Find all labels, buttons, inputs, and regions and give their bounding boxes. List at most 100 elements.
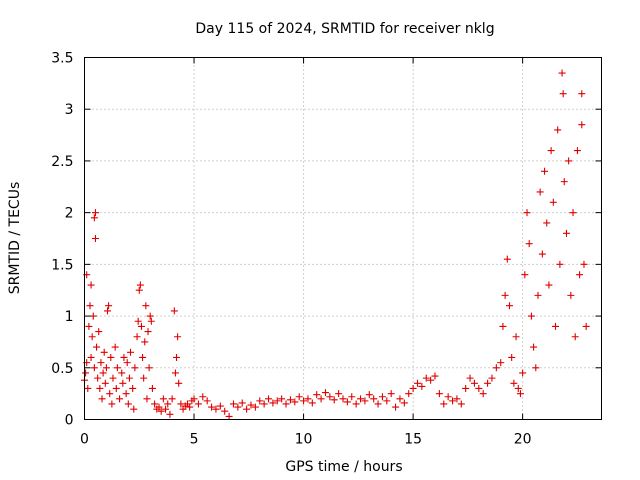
data-point	[159, 395, 167, 403]
data-point	[208, 403, 216, 411]
data-point	[194, 400, 202, 408]
data-point	[560, 178, 568, 186]
data-point	[147, 317, 155, 325]
data-point	[186, 403, 194, 411]
data-point	[567, 291, 575, 299]
data-point	[538, 250, 546, 258]
data-point	[541, 167, 549, 175]
data-point	[501, 291, 509, 299]
y-axis-label: SRMTID / TECUs	[7, 182, 23, 295]
data-point	[116, 395, 124, 403]
data-point	[104, 307, 112, 315]
data-point	[162, 405, 170, 413]
data-point	[136, 281, 144, 289]
data-point	[427, 376, 435, 384]
data-point	[91, 235, 99, 242]
data-point	[339, 395, 347, 403]
data-point	[238, 399, 246, 407]
data-point	[313, 391, 321, 399]
data-point	[139, 353, 147, 361]
data-point	[229, 400, 237, 408]
data-point	[499, 322, 507, 330]
data-point	[554, 126, 562, 134]
data-point	[435, 390, 443, 398]
data-point	[343, 398, 351, 406]
data-point	[140, 374, 148, 382]
data-point	[326, 393, 334, 401]
data-point	[151, 400, 159, 408]
y-tick-label: 1.5	[51, 257, 73, 273]
data-point	[505, 302, 513, 310]
data-point	[545, 281, 553, 289]
data-point	[361, 397, 369, 405]
data-point	[556, 260, 564, 268]
data-point	[466, 374, 474, 382]
data-point	[119, 379, 127, 387]
data-point	[335, 390, 343, 398]
x-axis-label: GPS time / hours	[285, 459, 402, 475]
data-point	[286, 396, 294, 404]
data-point	[111, 343, 119, 351]
data-point	[576, 271, 584, 279]
data-point	[558, 69, 566, 77]
data-point	[431, 372, 439, 380]
data-point	[105, 302, 113, 310]
data-point	[300, 397, 308, 405]
data-point	[102, 364, 110, 372]
data-point	[278, 395, 286, 403]
x-tick-label: 20	[514, 432, 532, 448]
data-point	[497, 359, 505, 367]
data-point	[462, 384, 470, 392]
data-point	[352, 400, 360, 408]
data-point	[422, 374, 430, 382]
data-point	[378, 393, 386, 401]
data-point	[118, 369, 126, 377]
data-point	[514, 384, 522, 392]
data-point	[130, 405, 138, 413]
data-point	[521, 271, 529, 279]
data-point	[166, 410, 174, 418]
data-point	[405, 390, 413, 398]
data-point	[177, 400, 185, 408]
data-point	[108, 400, 116, 408]
data-point	[321, 389, 329, 397]
data-points	[81, 69, 590, 420]
data-point	[357, 395, 365, 403]
data-point	[120, 353, 128, 361]
data-point	[484, 379, 492, 387]
data-point	[221, 407, 229, 415]
data-point	[578, 121, 586, 129]
data-point	[282, 400, 290, 408]
data-point	[409, 384, 417, 392]
data-point	[374, 400, 382, 408]
data-point	[86, 302, 94, 310]
data-point	[125, 374, 133, 382]
x-tick-labels: 0 5 10 15 20	[80, 432, 532, 448]
data-point	[530, 343, 538, 351]
data-point	[519, 369, 527, 377]
data-point	[273, 397, 281, 405]
data-point	[440, 400, 448, 408]
data-point	[234, 403, 242, 411]
data-point	[308, 399, 316, 407]
x-tick-label: 10	[295, 432, 313, 448]
data-point	[106, 390, 114, 398]
data-point	[107, 353, 115, 361]
data-point	[101, 379, 109, 387]
data-point	[400, 399, 408, 407]
chart-title: Day 115 of 2024, SRMTID for receiver nkl…	[195, 21, 494, 37]
data-point	[170, 307, 178, 315]
data-point	[199, 393, 207, 401]
data-point	[348, 393, 356, 401]
data-point	[247, 401, 255, 409]
data-point	[457, 400, 465, 408]
data-point	[580, 260, 588, 268]
data-point	[444, 393, 452, 401]
data-point	[265, 395, 273, 403]
data-point	[100, 348, 108, 356]
data-point	[479, 390, 487, 398]
y-tick-label: 2	[65, 206, 74, 222]
data-point	[225, 412, 233, 420]
data-point	[543, 219, 551, 227]
